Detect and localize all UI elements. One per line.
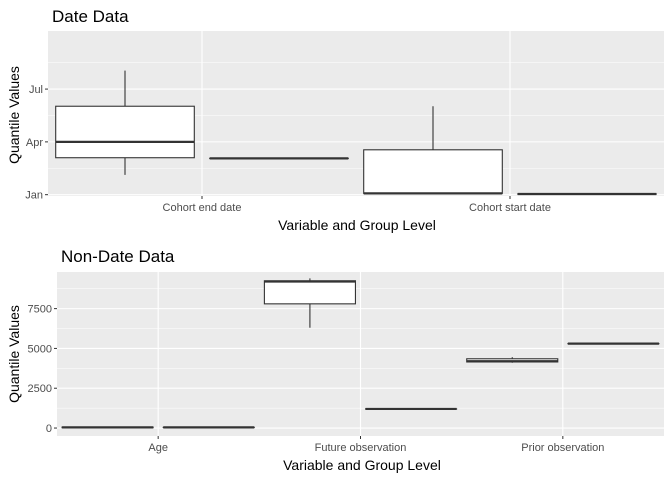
- x-tick-label: Cohort start date: [469, 202, 551, 214]
- box-iqr: [55, 105, 195, 159]
- y-axis-title: Quantile Values: [6, 66, 22, 164]
- y-tick-label: Jul: [29, 84, 43, 96]
- box-iqr: [363, 149, 503, 194]
- y-tick-label: 7500: [28, 304, 52, 316]
- y-tick-label: 0: [46, 423, 52, 435]
- box-cohort-start-date-group-1: [363, 106, 503, 195]
- non-date-data-plot: Non-Date Data Quantile Values Variable a…: [6, 247, 664, 473]
- y-tick-label: Apr: [26, 137, 43, 149]
- y-axis-title: Quantile Values: [6, 305, 22, 403]
- x-tick-label: Prior observation: [521, 442, 604, 454]
- date-data-plot: Date Data Quantile Values Variable and G…: [6, 7, 664, 233]
- x-axis-title: Variable and Group Level: [283, 457, 441, 473]
- box-iqr: [263, 280, 356, 305]
- chart-title: Date Data: [52, 7, 129, 26]
- box-future-observation-group-1: [263, 278, 356, 328]
- chart-title: Non-Date Data: [61, 247, 175, 266]
- x-tick-label: Future observation: [315, 442, 407, 454]
- y-tick-label: 2500: [28, 383, 52, 395]
- x-tick-label: Age: [148, 442, 168, 454]
- x-axis-title: Variable and Group Level: [278, 217, 436, 233]
- y-tick-label: Jan: [25, 190, 43, 202]
- box-age-group-1: [61, 426, 154, 429]
- box-prior-observation-group-1: [466, 357, 559, 363]
- box-cohort-end-date-group-1: [55, 70, 195, 175]
- y-tick-label: 5000: [28, 343, 52, 355]
- x-tick-label: Cohort end date: [163, 202, 242, 214]
